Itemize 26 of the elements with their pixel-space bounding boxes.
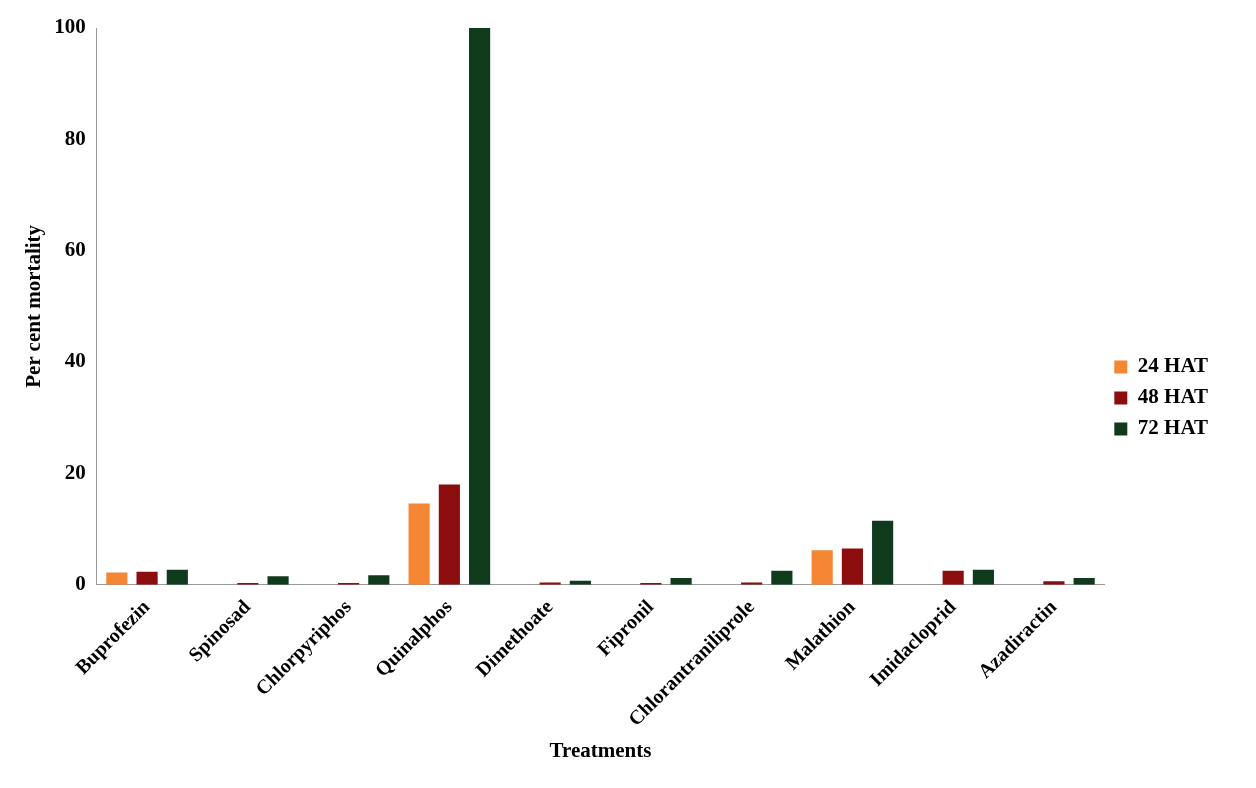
bar [408, 503, 430, 585]
bar [811, 550, 833, 585]
bar [166, 569, 188, 585]
bar [841, 548, 863, 585]
bar [106, 572, 128, 585]
bar [469, 28, 491, 585]
y-tick-label: 60 [64, 237, 86, 262]
legend-label: 72 HAT [1137, 415, 1208, 440]
y-tick-label: 0 [75, 571, 86, 596]
y-axis-title: Per cent mortality [21, 224, 46, 388]
y-tick-label: 100 [54, 14, 86, 39]
bar [972, 569, 994, 585]
bar [1043, 581, 1065, 585]
y-tick-label: 80 [64, 125, 86, 150]
y-tick-label: 20 [64, 459, 86, 484]
legend-label: 24 HAT [1137, 353, 1208, 378]
y-tick-label: 40 [64, 348, 86, 373]
bar [136, 571, 158, 585]
bar [368, 575, 390, 585]
bar [267, 576, 289, 585]
legend-label: 48 HAT [1137, 384, 1208, 409]
bar [942, 570, 964, 585]
bar [872, 520, 894, 585]
bar [438, 484, 460, 585]
x-axis-title: Treatments [549, 737, 652, 762]
bar [771, 570, 793, 585]
